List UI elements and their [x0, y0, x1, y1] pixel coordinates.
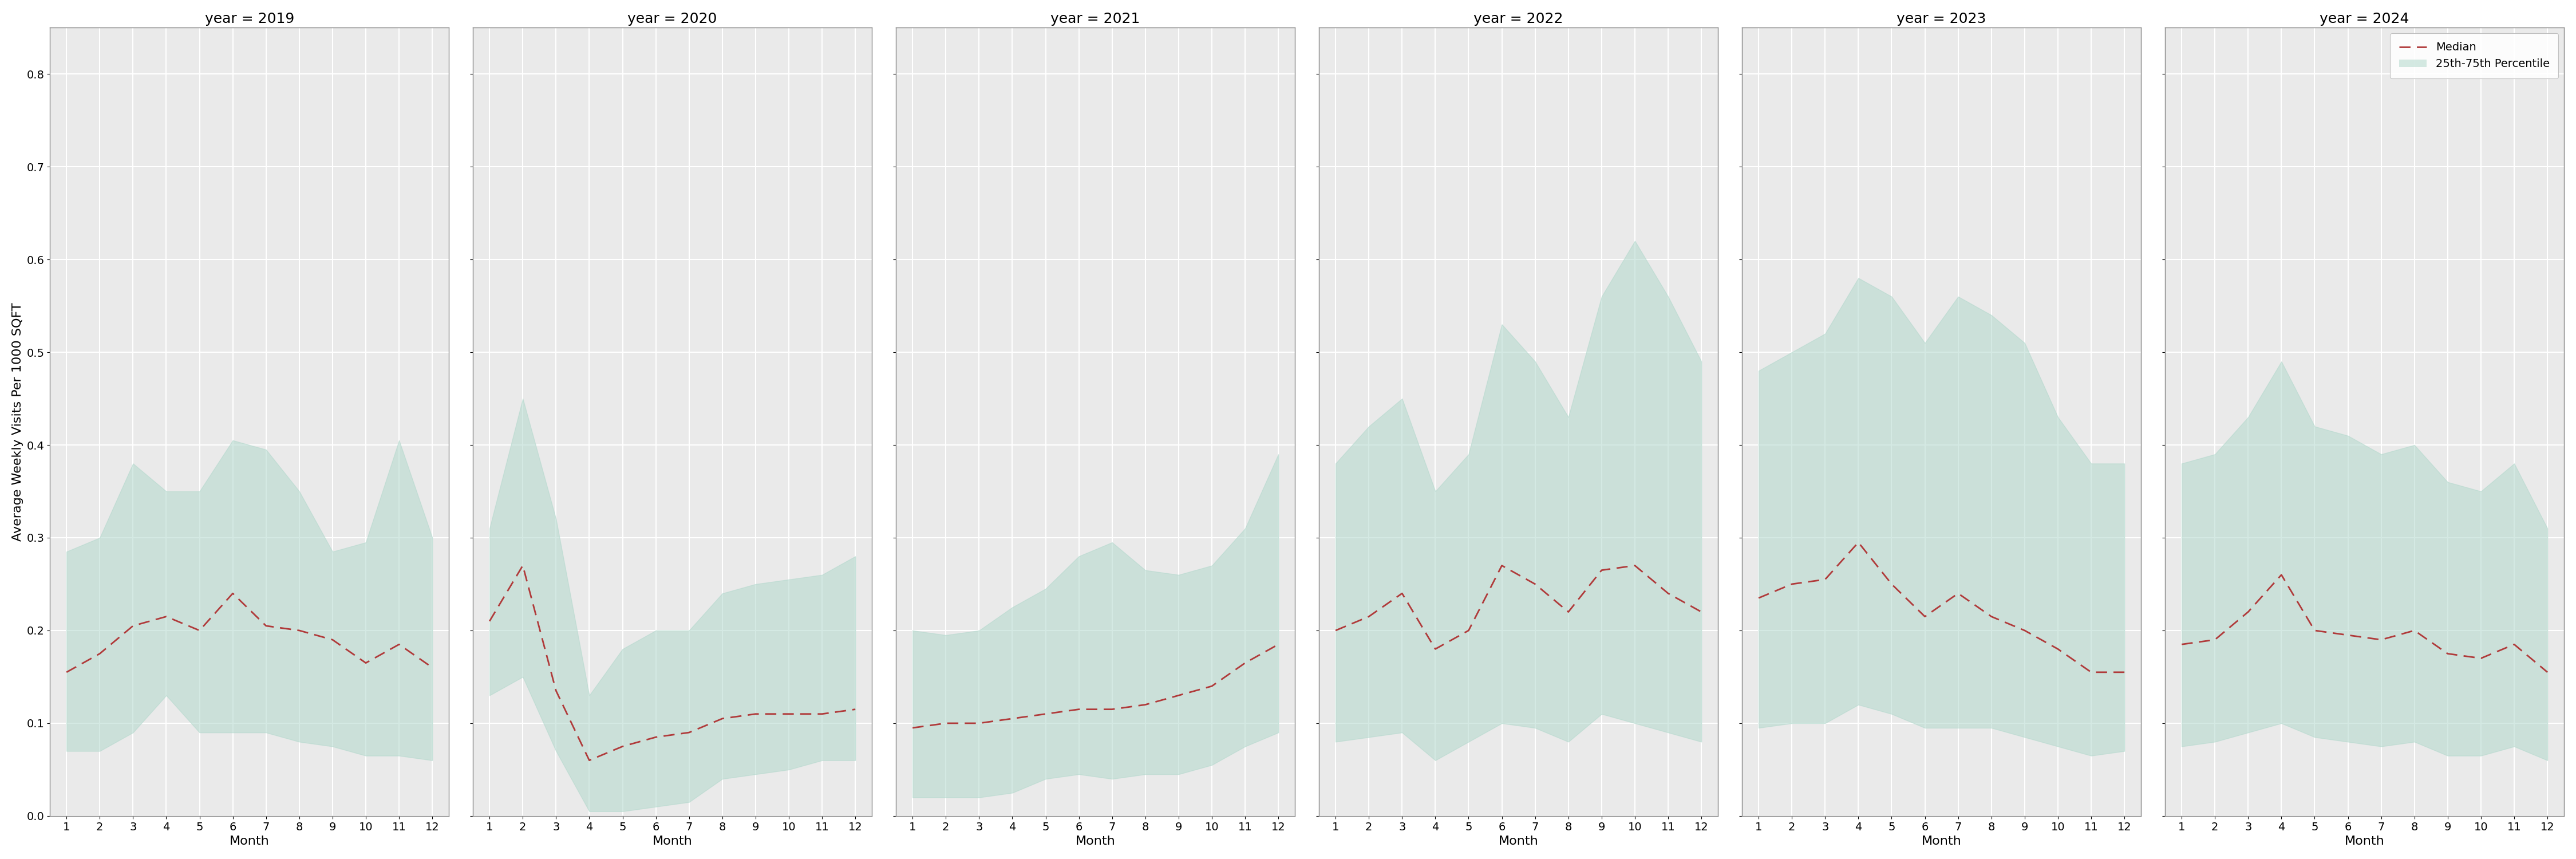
X-axis label: Month: Month	[1077, 836, 1115, 847]
Title: year = 2021: year = 2021	[1051, 12, 1141, 26]
Title: year = 2019: year = 2019	[204, 12, 294, 26]
X-axis label: Month: Month	[2344, 836, 2385, 847]
Legend: Median, 25th-75th Percentile: Median, 25th-75th Percentile	[2391, 34, 2558, 78]
Title: year = 2023: year = 2023	[1896, 12, 1986, 26]
X-axis label: Month: Month	[1499, 836, 1538, 847]
Title: year = 2024: year = 2024	[2321, 12, 2409, 26]
X-axis label: Month: Month	[652, 836, 693, 847]
Title: year = 2020: year = 2020	[629, 12, 716, 26]
Title: year = 2022: year = 2022	[1473, 12, 1564, 26]
X-axis label: Month: Month	[1922, 836, 1960, 847]
Y-axis label: Average Weekly Visits Per 1000 SQFT: Average Weekly Visits Per 1000 SQFT	[13, 302, 23, 541]
X-axis label: Month: Month	[229, 836, 270, 847]
